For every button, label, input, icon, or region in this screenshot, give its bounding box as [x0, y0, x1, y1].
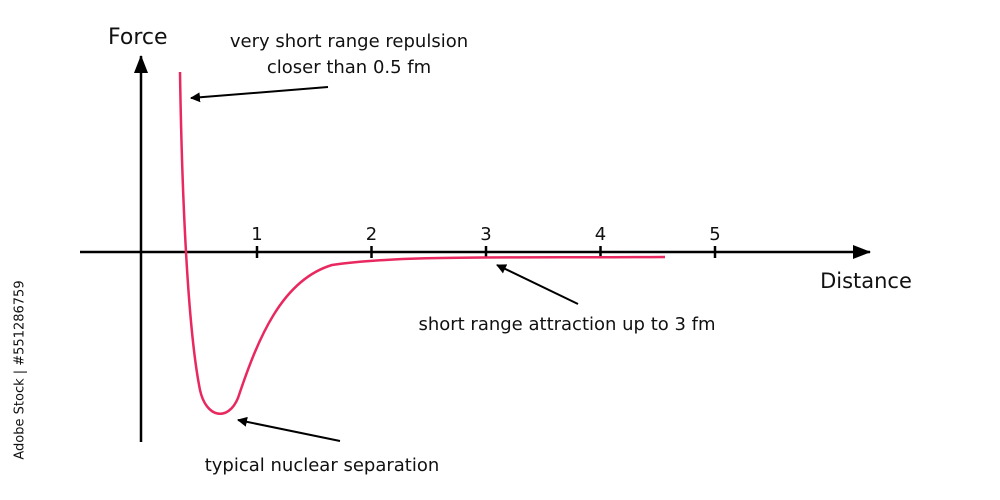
arrow [237, 416, 341, 442]
annotation: very short range repulsion [230, 31, 468, 52]
y-axis-label: Force [108, 25, 168, 50]
force-curve [178, 71, 666, 415]
watermark: Adobe Stock | #551286759 [13, 280, 28, 459]
tick-label: 2 [366, 224, 377, 245]
tick-label: 4 [595, 224, 606, 245]
annotation: typical nuclear separation [205, 455, 440, 476]
arrow [496, 264, 579, 305]
annotation: short range attraction up to 3 fm [418, 314, 715, 335]
arrow [190, 86, 329, 103]
annotation: closer than 0.5 fm [267, 57, 431, 78]
x-axis-label: Distance [820, 269, 912, 293]
x-ticks: 1 2 3 4 5 [251, 224, 721, 258]
tick-label: 1 [251, 224, 262, 245]
tick-label: 3 [480, 224, 491, 245]
tick-label: 5 [709, 224, 720, 245]
